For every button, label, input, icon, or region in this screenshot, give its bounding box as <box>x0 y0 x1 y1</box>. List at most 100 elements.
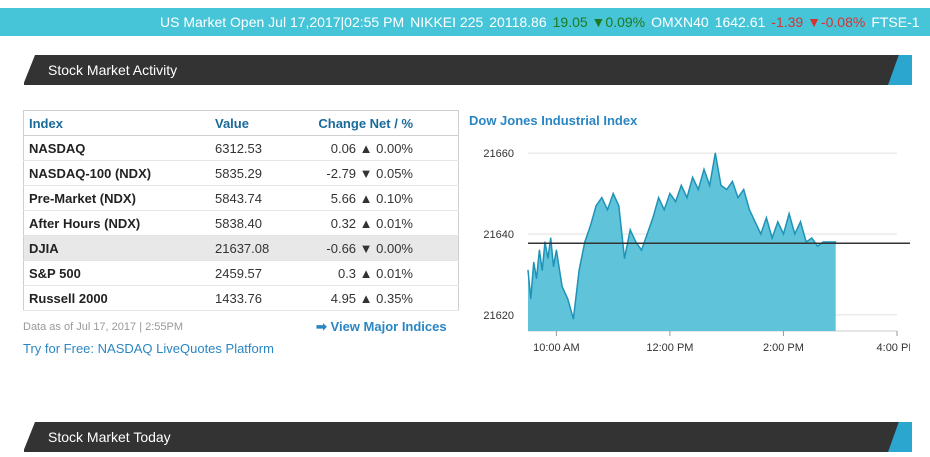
index-value: 5835.29 <box>210 160 306 186</box>
table-row[interactable]: S&P 500 2459.57 0.3 ▲ 0.01% <box>23 260 459 286</box>
index-name[interactable]: Pre-Market (NDX) <box>23 185 210 211</box>
table-row[interactable]: After Hours (NDX) 5838.40 0.32 ▲ 0.01% <box>23 210 459 236</box>
data-point <box>737 197 739 199</box>
ticker-item: 19.05 ▼0.09% <box>552 14 646 30</box>
table-row[interactable]: Pre-Market (NDX) 5843.74 5.66 ▲ 0.10% <box>23 185 459 211</box>
data-point <box>629 229 631 231</box>
index-value: 2459.57 <box>210 260 306 286</box>
data-point <box>692 176 694 178</box>
try-free-link[interactable]: Try for Free: NASDAQ LiveQuotes Platform <box>23 341 274 356</box>
section-title: Stock Market Activity <box>48 62 178 78</box>
arrow-right-icon: ➡ <box>316 319 327 334</box>
market-ticker: US Market Open Jul 17,2017|02:55 PM NIKKE… <box>0 8 930 36</box>
data-point <box>533 261 535 263</box>
data-point <box>828 241 830 243</box>
data-point <box>652 217 654 219</box>
index-name[interactable]: After Hours (NDX) <box>23 210 210 236</box>
chart-title: Dow Jones Industrial Index <box>469 113 638 128</box>
table-row[interactable]: NASDAQ-100 (NDX) 5835.29 -2.79 ▼ 0.05% <box>23 160 459 186</box>
data-point <box>595 205 597 207</box>
ticker-item: OMXN40 <box>651 14 709 30</box>
index-change: -0.66 ▼ 0.00% <box>306 235 459 261</box>
data-point <box>572 318 574 320</box>
data-point <box>754 221 756 223</box>
data-point <box>720 184 722 186</box>
header-accent-left <box>23 422 35 452</box>
data-point <box>538 249 540 251</box>
data-point <box>612 192 614 195</box>
data-point <box>550 237 552 239</box>
data-point <box>544 241 546 243</box>
data-point <box>709 184 711 186</box>
section-header-activity: Stock Market Activity <box>23 55 912 85</box>
data-point <box>601 197 603 199</box>
header-accent-right <box>888 55 912 85</box>
index-name[interactable]: S&P 500 <box>23 260 210 286</box>
y-tick-label: 21620 <box>483 310 514 322</box>
data-point <box>726 188 728 191</box>
header-accent-left <box>23 55 35 85</box>
data-point <box>527 269 529 271</box>
data-point <box>606 209 609 211</box>
y-tick-label: 21660 <box>483 148 514 160</box>
ticker-item: -1.39 ▼-0.08% <box>771 14 866 30</box>
view-major-indices-link[interactable]: ➡ View Major Indices <box>316 319 447 335</box>
index-value: 21637.08 <box>210 235 306 261</box>
series-area <box>528 153 836 331</box>
data-point <box>561 285 563 288</box>
data-point <box>799 221 802 223</box>
table-row[interactable]: NASDAQ 6312.53 0.06 ▲ 0.00% <box>23 135 459 161</box>
index-name[interactable]: NASDAQ-100 (NDX) <box>23 160 210 186</box>
data-point <box>584 241 586 243</box>
index-change: 0.3 ▲ 0.01% <box>306 260 459 286</box>
data-point <box>697 188 699 191</box>
index-value: 6312.53 <box>210 135 306 161</box>
index-change: -2.79 ▼ 0.05% <box>306 160 459 186</box>
col-header-index: Index <box>23 110 210 136</box>
col-header-change: Change Net / % <box>306 110 459 136</box>
data-point <box>777 221 779 223</box>
index-value: 5843.74 <box>210 185 306 211</box>
table-header-row: Index Value Change Net / % <box>23 110 459 136</box>
data-point <box>771 237 773 239</box>
data-point <box>748 209 750 211</box>
index-value: 5838.40 <box>210 210 306 236</box>
data-point <box>811 237 813 239</box>
table-row[interactable]: DJIA 21637.08 -0.66 ▼ 0.00% <box>23 235 459 261</box>
data-point <box>714 152 716 154</box>
data-point <box>680 184 682 186</box>
ticker-item: FTSE-1 <box>871 14 920 30</box>
series-line <box>527 152 836 320</box>
index-change: 0.06 ▲ 0.00% <box>306 135 459 161</box>
data-point <box>743 188 745 191</box>
ticker-item: 1642.61 <box>714 14 766 30</box>
data-point <box>530 298 532 300</box>
data-point <box>578 269 580 271</box>
data-point <box>731 180 733 182</box>
index-name[interactable]: NASDAQ <box>23 135 210 161</box>
index-change: 5.66 ▲ 0.10% <box>306 185 459 211</box>
data-point <box>765 217 767 219</box>
header-accent-right <box>888 422 912 452</box>
data-point <box>567 298 569 300</box>
col-header-value: Value <box>210 110 306 136</box>
dow-chart: 21660 21640 21620 10:00 AM 12:00 PM 2:00 PM 4:… <box>483 148 910 354</box>
index-name[interactable]: Russell 2000 <box>23 285 210 311</box>
data-point <box>835 241 837 243</box>
data-point <box>552 265 555 267</box>
data-point <box>805 241 807 243</box>
x-tick-label: 2:00 PM <box>763 342 804 354</box>
data-point <box>782 233 785 235</box>
data-point <box>635 241 637 243</box>
data-point <box>663 209 665 211</box>
x-tick-label: 10:00 AM <box>533 342 579 354</box>
section-title: Stock Market Today <box>48 429 171 445</box>
section-header-today: Stock Market Today <box>23 422 912 452</box>
index-name[interactable]: DJIA <box>23 235 210 261</box>
data-point <box>618 205 620 207</box>
data-point <box>646 233 648 235</box>
y-tick-label: 21640 <box>483 229 514 241</box>
x-tick-label: 4:00 PM <box>877 342 910 354</box>
ticker-item: 20118.86 <box>489 14 547 30</box>
table-row[interactable]: Russell 2000 1433.76 4.95 ▲ 0.35% <box>23 285 459 311</box>
